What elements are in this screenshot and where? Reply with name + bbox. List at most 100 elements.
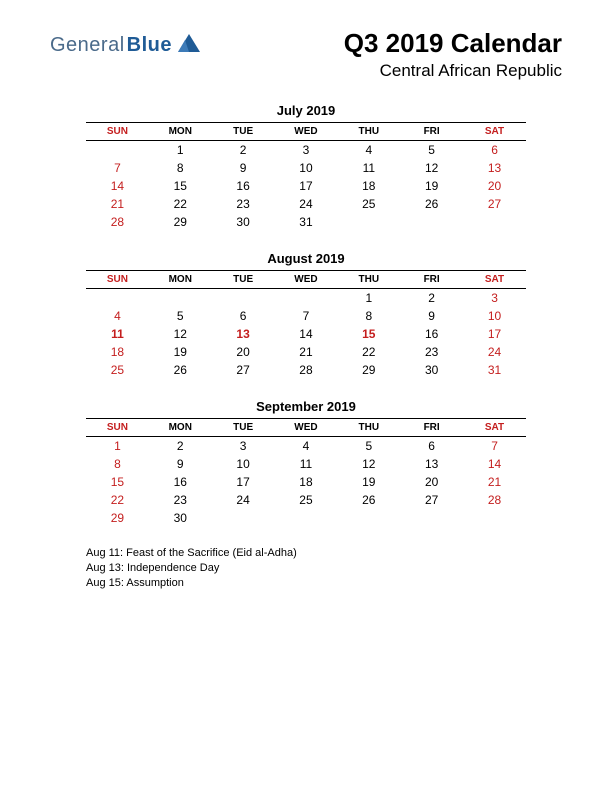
calendar-row: 21222324252627 — [86, 195, 526, 213]
page-subtitle: Central African Republic — [344, 61, 562, 81]
month-block: September 2019SUNMONTUEWEDTHUFRISAT12345… — [86, 399, 526, 527]
calendar-cell: 8 — [86, 455, 149, 473]
day-header: SAT — [463, 419, 526, 437]
calendar-cell: 21 — [463, 473, 526, 491]
calendar-cell: 11 — [337, 159, 400, 177]
calendar-cell: 31 — [463, 361, 526, 379]
day-header: FRI — [400, 123, 463, 141]
calendar-cell — [212, 289, 275, 308]
calendar-cell: 5 — [400, 141, 463, 160]
calendar-cell: 4 — [275, 437, 338, 456]
day-header: SAT — [463, 123, 526, 141]
calendar-row: 1234567 — [86, 437, 526, 456]
calendar-cell: 16 — [212, 177, 275, 195]
calendar-cell: 14 — [86, 177, 149, 195]
calendar-cell: 10 — [212, 455, 275, 473]
header: General Blue Q3 2019 Calendar Central Af… — [50, 28, 562, 81]
calendar-cell: 7 — [86, 159, 149, 177]
calendar-cell: 28 — [463, 491, 526, 509]
holiday-list: Aug 11: Feast of the Sacrifice (Eid al-A… — [86, 547, 562, 589]
month-title: August 2019 — [86, 251, 526, 266]
calendar-cell: 23 — [149, 491, 212, 509]
day-header: TUE — [212, 123, 275, 141]
calendar-cell: 22 — [149, 195, 212, 213]
calendar-cell: 19 — [400, 177, 463, 195]
calendar-cell — [212, 509, 275, 527]
calendar-cell: 25 — [275, 491, 338, 509]
logo-text-blue: Blue — [127, 34, 172, 57]
calendar-cell: 16 — [149, 473, 212, 491]
calendar-cell: 25 — [86, 361, 149, 379]
calendar-cell: 20 — [400, 473, 463, 491]
calendar-row: 45678910 — [86, 307, 526, 325]
calendar-cell: 10 — [275, 159, 338, 177]
calendar-cell: 28 — [275, 361, 338, 379]
calendar-cell: 4 — [86, 307, 149, 325]
calendar-cell: 9 — [400, 307, 463, 325]
calendar-cell: 26 — [149, 361, 212, 379]
calendar-cell: 30 — [149, 509, 212, 527]
calendar-cell: 29 — [149, 213, 212, 231]
calendar-cell — [463, 509, 526, 527]
calendar-cell: 19 — [149, 343, 212, 361]
day-header: TUE — [212, 271, 275, 289]
calendar-cell — [86, 141, 149, 160]
calendar-cell: 27 — [400, 491, 463, 509]
holiday-line: Aug 15: Assumption — [86, 577, 562, 589]
calendar-cell: 23 — [212, 195, 275, 213]
page-title: Q3 2019 Calendar — [344, 28, 562, 59]
calendar-cell: 5 — [337, 437, 400, 456]
calendar-cell: 14 — [463, 455, 526, 473]
calendar-cell: 13 — [400, 455, 463, 473]
calendar-cell: 15 — [149, 177, 212, 195]
month-block: August 2019SUNMONTUEWEDTHUFRISAT12345678… — [86, 251, 526, 379]
calendar-cell — [149, 289, 212, 308]
calendar-cell: 18 — [86, 343, 149, 361]
calendar-cell: 4 — [337, 141, 400, 160]
calendar-cell — [400, 213, 463, 231]
calendar-cell: 12 — [149, 325, 212, 343]
day-header: SUN — [86, 419, 149, 437]
day-header: MON — [149, 419, 212, 437]
calendar-cell — [337, 509, 400, 527]
calendar-cell: 17 — [463, 325, 526, 343]
calendar-cell: 1 — [86, 437, 149, 456]
calendar-cell: 21 — [86, 195, 149, 213]
calendar-cell: 29 — [86, 509, 149, 527]
calendar-cell: 12 — [400, 159, 463, 177]
day-header: WED — [275, 419, 338, 437]
logo-icon — [178, 34, 200, 57]
calendar-cell: 18 — [275, 473, 338, 491]
calendar-cell: 1 — [337, 289, 400, 308]
calendar-cell: 19 — [337, 473, 400, 491]
calendar-cell: 15 — [86, 473, 149, 491]
calendar-cell: 9 — [212, 159, 275, 177]
logo: General Blue — [50, 34, 200, 57]
calendar-cell: 26 — [400, 195, 463, 213]
calendars-container: July 2019SUNMONTUEWEDTHUFRISAT1234567891… — [50, 103, 562, 527]
calendar-cell: 11 — [275, 455, 338, 473]
calendar-row: 2930 — [86, 509, 526, 527]
calendar-cell: 15 — [337, 325, 400, 343]
day-header: WED — [275, 271, 338, 289]
day-header: WED — [275, 123, 338, 141]
day-header: FRI — [400, 271, 463, 289]
calendar-row: 123 — [86, 289, 526, 308]
calendar-cell: 13 — [212, 325, 275, 343]
month-block: July 2019SUNMONTUEWEDTHUFRISAT1234567891… — [86, 103, 526, 231]
calendar-cell: 22 — [86, 491, 149, 509]
calendar-cell: 27 — [212, 361, 275, 379]
calendar-cell: 7 — [463, 437, 526, 456]
day-header: MON — [149, 271, 212, 289]
calendar-cell: 24 — [275, 195, 338, 213]
calendar-cell: 27 — [463, 195, 526, 213]
calendar-cell: 17 — [212, 473, 275, 491]
calendar-cell: 16 — [400, 325, 463, 343]
calendar-cell: 8 — [149, 159, 212, 177]
calendar-cell: 8 — [337, 307, 400, 325]
day-header: TUE — [212, 419, 275, 437]
calendar-cell: 18 — [337, 177, 400, 195]
calendar-cell — [275, 289, 338, 308]
calendar-table: SUNMONTUEWEDTHUFRISAT1234567891011121314… — [86, 418, 526, 527]
month-title: September 2019 — [86, 399, 526, 414]
